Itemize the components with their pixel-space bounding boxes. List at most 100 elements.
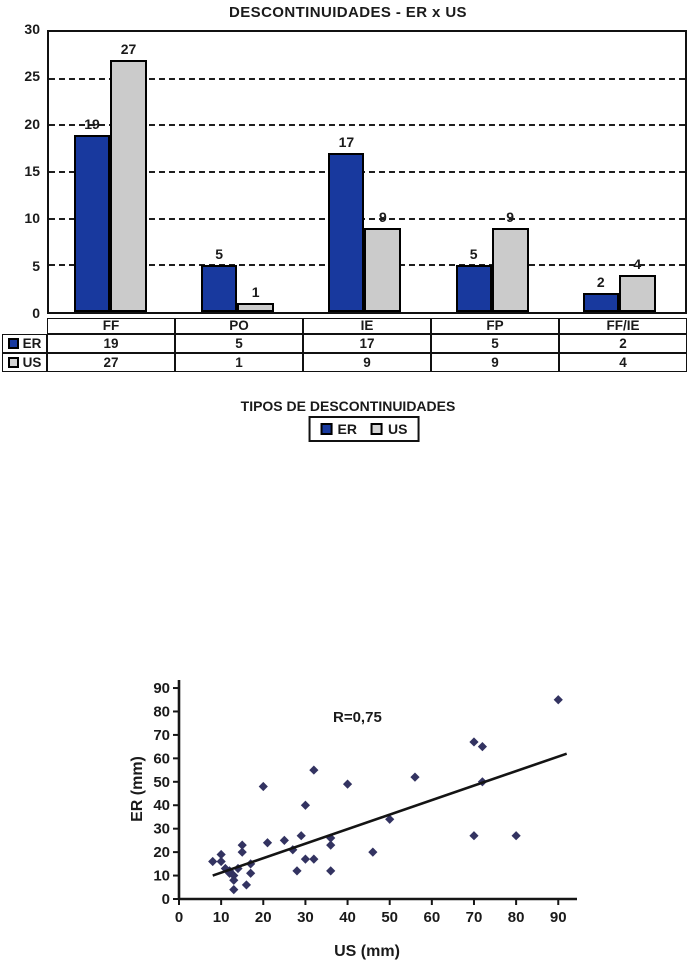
table-category-header: IE (303, 318, 431, 334)
bar-y-tick-label: 30 (24, 21, 40, 37)
scatter-point (511, 831, 521, 841)
scatter-point (326, 840, 336, 850)
scatter-point (258, 781, 268, 792)
bar-y-tick-label: 5 (32, 257, 40, 274)
scatter-point (477, 742, 488, 752)
bar-y-tick-label: 25 (24, 68, 40, 85)
legend-label: ER (337, 421, 357, 437)
table-value-cell: 5 (175, 334, 303, 353)
bar-us-po (237, 302, 275, 312)
gridline (49, 217, 685, 220)
scatter-point (469, 737, 479, 747)
bar-er-ff (74, 134, 110, 312)
bar-value-label: 9 (506, 209, 514, 225)
scatter-point (309, 854, 319, 864)
table-value-cell: 17 (303, 334, 431, 353)
x-tick-label: 30 (297, 909, 314, 926)
er-swatch-icon (7, 338, 19, 349)
scatter-point (296, 831, 306, 841)
y-tick-label: 10 (153, 868, 170, 885)
scatter-point (300, 800, 311, 810)
x-tick-label: 50 (381, 909, 398, 926)
scatter-point (229, 875, 239, 885)
table-corner-cell (2, 318, 47, 334)
bar-er-fp (455, 265, 492, 312)
legend-item-er: ER (320, 421, 357, 437)
legend-swatch-icon (371, 423, 383, 435)
table-value-cell: 5 (431, 334, 559, 353)
x-tick-label: 70 (466, 909, 483, 926)
bar-y-tick-label: 20 (24, 115, 40, 132)
bar-er-ie (328, 153, 365, 312)
table-value-cell: 19 (47, 334, 175, 353)
table-category-header: FF (47, 318, 175, 334)
y-tick-label: 20 (153, 844, 170, 861)
table-series-label-us: US (2, 353, 47, 372)
bar-chart-title: DESCONTINUIDADES - ER x US (229, 4, 467, 21)
scatter-point (342, 779, 353, 789)
bar-value-label: 5 (469, 246, 478, 263)
bar-y-tick-label: 10 (24, 210, 40, 227)
x-tick-label: 80 (508, 909, 525, 926)
series-name: US (22, 354, 42, 370)
bar-er-ff-ie (582, 293, 619, 312)
bar-us-ff-ie (618, 274, 656, 312)
bar-er-po (201, 265, 238, 312)
bar-value-label: 19 (84, 115, 100, 132)
legend-item-us: US (371, 421, 407, 437)
scatter-point (229, 870, 239, 881)
scatter-point (279, 835, 289, 845)
scatter-point (300, 854, 311, 864)
y-tick-label: 60 (153, 750, 170, 767)
y-tick-label: 90 (153, 680, 170, 697)
correlation-annotation: R=0,75 (333, 709, 382, 726)
series-name: ER (22, 335, 42, 351)
table-value-cell: 9 (431, 353, 559, 372)
legend-swatch-icon (320, 423, 333, 435)
y-tick-label: 30 (153, 821, 170, 838)
bar-y-tick-label: 0 (32, 305, 40, 321)
bar-y-tick-label: 15 (24, 163, 40, 179)
bar-value-label: 2 (596, 274, 605, 291)
scatter-point (410, 772, 420, 782)
x-tick-label: 0 (175, 909, 183, 926)
scatter-point (229, 885, 239, 895)
table-value-cell: 9 (303, 353, 431, 372)
scatter-point (553, 695, 563, 705)
bar-us-fp (491, 228, 529, 312)
scatter-point (326, 866, 336, 876)
scatter-point (241, 880, 252, 890)
bar-value-label: 17 (338, 134, 355, 151)
us-swatch-icon (7, 357, 19, 368)
y-tick-label: 70 (153, 727, 170, 744)
y-tick-label: 40 (153, 797, 170, 814)
x-tick-label: 10 (213, 909, 230, 926)
bar-value-label: 1 (251, 283, 260, 300)
table-value-cell: 27 (47, 353, 175, 372)
table-value-cell: 1 (175, 353, 303, 372)
gridline (49, 124, 685, 127)
scatter-point (237, 840, 247, 850)
x-tick-label: 60 (423, 909, 440, 926)
bar-chart-figure: DESCONTINUIDADES - ER x US 0 5 10 15 20 25 30 … (0, 0, 696, 450)
bar-plot: 19 27 5 1 17 9 5 9 2 4 (47, 30, 687, 314)
scatter-svg: 0 10 20 30 40 50 60 70 80 90 0 10 20 30 40 50 60 70 80 90 R=… (130, 680, 577, 960)
table-category-header: PO (175, 318, 303, 334)
x-tick-label: 90 (550, 909, 567, 926)
x-tick-label: 20 (255, 909, 272, 926)
scatter-figure: 0 10 20 30 40 50 60 70 80 90 0 10 20 30 40 50 60 70 80 90 R=… (130, 658, 600, 972)
scatter-y-axis-title: ER (mm) (130, 756, 146, 822)
bar-value-label: 5 (215, 246, 224, 263)
bar-legend: ER US (308, 416, 420, 442)
y-tick-label: 50 (153, 774, 170, 791)
y-tick-label: 80 (153, 703, 170, 720)
x-tick-label: 40 (339, 909, 356, 926)
bar-value-label: 4 (633, 255, 642, 272)
scatter-point (309, 765, 319, 775)
bar-us-ie (364, 228, 402, 312)
trend-line (212, 752, 568, 877)
bar-value-label: 9 (378, 209, 387, 225)
scatter-point (368, 847, 378, 857)
gridline (49, 77, 685, 80)
scatter-point (292, 866, 302, 876)
